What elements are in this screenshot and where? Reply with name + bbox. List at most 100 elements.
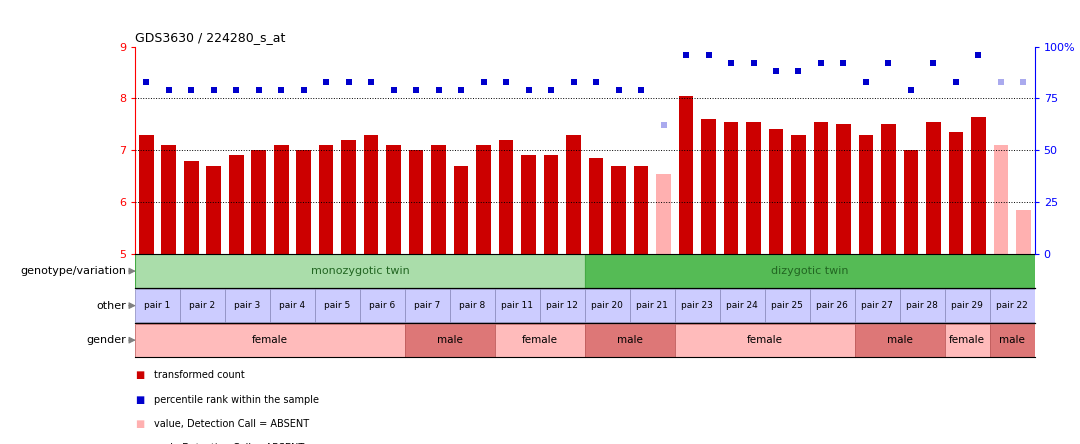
Bar <box>405 289 450 322</box>
Bar <box>206 166 221 254</box>
Bar <box>810 289 854 322</box>
Bar <box>409 150 423 254</box>
Bar <box>476 145 491 254</box>
Bar <box>180 289 225 322</box>
Text: percentile rank within the sample: percentile rank within the sample <box>154 395 320 404</box>
Text: male: male <box>437 335 463 345</box>
Text: pair 25: pair 25 <box>771 301 804 310</box>
Bar <box>543 155 558 254</box>
Bar <box>135 254 585 288</box>
Bar <box>701 119 716 254</box>
Bar <box>135 289 180 322</box>
Bar <box>630 289 675 322</box>
Text: pair 20: pair 20 <box>592 301 623 310</box>
Bar <box>270 289 315 322</box>
Bar <box>989 324 1035 357</box>
Bar <box>499 140 513 254</box>
Bar <box>252 150 266 254</box>
Text: female: female <box>252 335 288 345</box>
Bar <box>495 289 540 322</box>
Bar <box>765 289 810 322</box>
Bar <box>854 324 945 357</box>
Text: female: female <box>746 335 783 345</box>
Text: pair 29: pair 29 <box>951 301 983 310</box>
Bar <box>724 122 739 254</box>
Bar <box>836 124 851 254</box>
Bar <box>585 324 675 357</box>
Bar <box>566 135 581 254</box>
Bar <box>341 140 356 254</box>
Text: pair 11: pair 11 <box>501 301 534 310</box>
Bar <box>675 324 854 357</box>
Text: pair 4: pair 4 <box>280 301 306 310</box>
Bar <box>813 122 828 254</box>
Text: pair 7: pair 7 <box>415 301 441 310</box>
Text: transformed count: transformed count <box>154 370 245 380</box>
Text: ■: ■ <box>135 395 145 404</box>
Bar <box>854 289 900 322</box>
Text: genotype/variation: genotype/variation <box>21 266 126 276</box>
Bar <box>319 145 334 254</box>
Text: pair 22: pair 22 <box>996 301 1028 310</box>
Bar <box>675 289 719 322</box>
Text: ■: ■ <box>135 370 145 380</box>
Text: pair 26: pair 26 <box>816 301 848 310</box>
Bar <box>522 155 536 254</box>
Text: pair 1: pair 1 <box>145 301 171 310</box>
Bar <box>540 289 585 322</box>
Text: gender: gender <box>86 335 126 345</box>
Text: pair 12: pair 12 <box>546 301 578 310</box>
Text: pair 23: pair 23 <box>681 301 713 310</box>
Bar <box>948 132 963 254</box>
Bar <box>450 289 495 322</box>
Text: monozygotic twin: monozygotic twin <box>311 266 409 276</box>
Text: female: female <box>949 335 985 345</box>
Bar <box>611 166 626 254</box>
Text: male: male <box>617 335 643 345</box>
Text: other: other <box>96 301 126 311</box>
Text: GDS3630 / 224280_s_at: GDS3630 / 224280_s_at <box>135 31 285 44</box>
Bar <box>904 150 918 254</box>
Bar <box>585 289 630 322</box>
Bar <box>746 122 760 254</box>
Text: pair 21: pair 21 <box>636 301 669 310</box>
Bar <box>585 254 1035 288</box>
Text: pair 27: pair 27 <box>861 301 893 310</box>
Bar <box>678 96 693 254</box>
Bar <box>971 117 986 254</box>
Text: pair 28: pair 28 <box>906 301 939 310</box>
Bar <box>135 324 405 357</box>
Bar <box>634 166 648 254</box>
Text: female: female <box>522 335 558 345</box>
Bar <box>769 130 783 254</box>
Bar <box>454 166 469 254</box>
Text: male: male <box>999 335 1025 345</box>
Bar <box>161 145 176 254</box>
Bar <box>360 289 405 322</box>
Bar <box>900 289 945 322</box>
Bar <box>945 324 989 357</box>
Text: ■: ■ <box>135 419 145 429</box>
Bar <box>792 135 806 254</box>
Bar <box>1016 210 1030 254</box>
Bar <box>994 145 1009 254</box>
Text: pair 8: pair 8 <box>459 301 486 310</box>
Text: male: male <box>887 335 913 345</box>
Text: value, Detection Call = ABSENT: value, Detection Call = ABSENT <box>154 419 310 429</box>
Text: pair 24: pair 24 <box>727 301 758 310</box>
Bar <box>229 155 243 254</box>
Bar <box>184 161 199 254</box>
Bar <box>364 135 378 254</box>
Bar <box>274 145 288 254</box>
Bar <box>387 145 401 254</box>
Bar <box>139 135 153 254</box>
Bar <box>495 324 585 357</box>
Text: dizygotic twin: dizygotic twin <box>771 266 849 276</box>
Bar <box>405 324 495 357</box>
Text: pair 6: pair 6 <box>369 301 395 310</box>
Bar <box>296 150 311 254</box>
Bar <box>945 289 989 322</box>
Bar <box>657 174 671 254</box>
Text: pair 3: pair 3 <box>234 301 260 310</box>
Bar <box>225 289 270 322</box>
